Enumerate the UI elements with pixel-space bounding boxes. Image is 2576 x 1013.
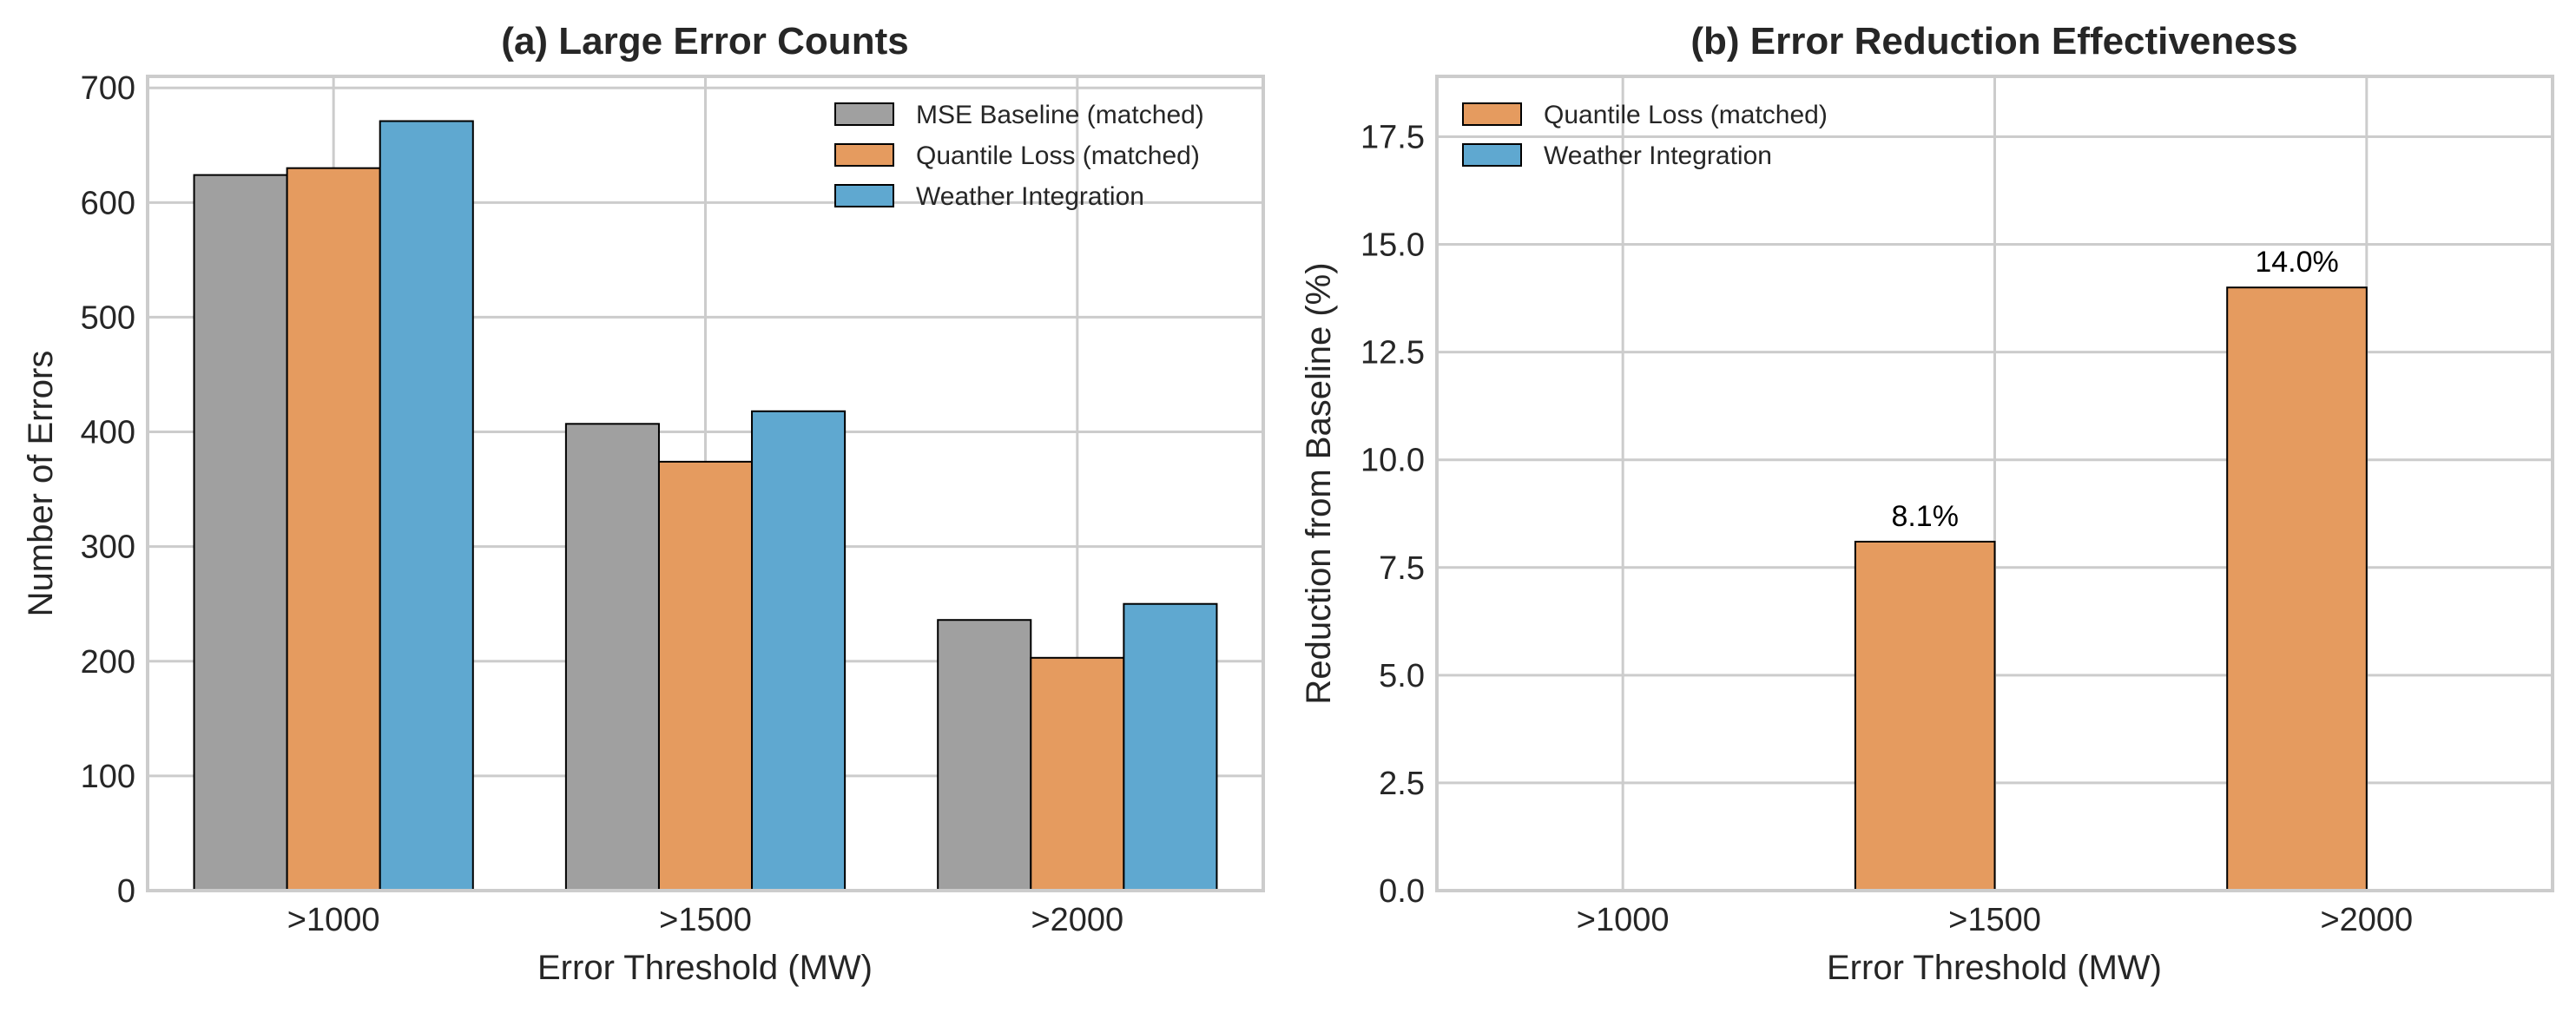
y-tick-label: 500 [81,299,135,336]
panel-b-y-ticks: 0.0 2.5 5.0 7.5 10.0 12.5 15.0 17.5 [1360,119,1425,910]
bar-quantile-loss-matched-1000 [286,167,381,892]
y-tick-label: 400 [81,415,135,451]
bar-mse-baseline-matched-2000 [937,619,1032,892]
bar-weather-integration-1500 [751,410,847,891]
y-tick-label: 7.5 [1379,550,1425,587]
y-tick-label: 12.5 [1360,335,1425,372]
y-tick-label: 200 [81,644,135,681]
x-tick-label: >1000 [1577,902,1670,938]
bar-quantile-loss-matched-1500 [657,460,754,892]
y-tick-label: 700 [81,70,135,107]
bar-quantile-loss-matched-2000 [1030,656,1125,891]
panel-b-x-ticks: >1000 >1500 >2000 [1577,902,2413,938]
legend-swatch-mse-baseline [834,102,894,126]
x-tick-label: >1000 [287,902,380,938]
y-tick-label: 0.0 [1379,873,1425,910]
y-tick-label: 17.5 [1360,119,1425,155]
x-tick-label: >2000 [2320,902,2413,938]
panel-b-error-reduction: 8.1% 14.0% 0.0 2.5 5.0 7.5 10.0 12.5 15.0 17.5 >… [1300,20,2554,987]
y-tick-label: 600 [81,185,135,221]
bar-weather-integration-2000 [1123,602,1218,891]
panel-b-legend: Quantile Loss (matched) Weather Integrat… [1462,101,1828,170]
panel-a-bars [193,120,1218,892]
panel-a-y-ticks: 0 100 200 300 400 500 600 700 [81,70,135,910]
panel-b-plot-frame [1435,75,2554,892]
legend-label-quantile-loss: Quantile Loss (matched) [916,141,1200,170]
panel-b-title: (b) Error Reduction Effectiveness [1690,20,2297,62]
panel-a-y-axis-label: Number of Errors [22,351,60,617]
x-tick-label: >1500 [1948,902,2041,938]
y-tick-label: 2.5 [1379,766,1425,802]
y-tick-label: 15.0 [1360,227,1425,264]
panel-a-plot-frame [146,75,1265,892]
panel-a-title: (a) Large Error Counts [501,20,908,62]
x-tick-label: >2000 [1031,902,1123,938]
legend-label-mse-baseline: MSE Baseline (matched) [916,101,1204,129]
y-tick-label: 10.0 [1360,443,1425,479]
bar-weather-integration-1000 [379,120,474,892]
y-tick-label: 300 [81,530,135,566]
y-tick-label: 5.0 [1379,658,1425,694]
legend-label-weather-integration: Weather Integration [916,182,1144,211]
bar-mse-baseline-matched-1000 [193,174,288,892]
legend-swatch-weather-integration [834,184,894,207]
panel-b-y-axis-label: Reduction from Baseline (%) [1300,262,1338,704]
data-label-quantile-loss-matched-2000: 14.0% [2255,246,2338,279]
panel-a-legend: MSE Baseline (matched) Quantile Loss (ma… [834,101,1204,211]
panel-b-bars: 8.1% 14.0% [1854,246,2368,891]
legend-swatch-weather-integration-b [1462,143,1522,167]
y-tick-label: 0 [117,873,135,910]
legend-swatch-quantile-loss [834,143,894,167]
legend-swatch-quantile-loss-b [1462,102,1522,126]
bar-mse-baseline-matched-1500 [564,423,660,892]
panel-a-x-axis-label: Error Threshold (MW) [537,949,873,987]
panel-a-x-ticks: >1000 >1500 >2000 [287,902,1123,938]
panel-b-x-axis-label: Error Threshold (MW) [1827,949,2162,987]
bar-quantile-loss-matched-2000 [2226,286,2368,891]
data-label-quantile-loss-matched-1500: 8.1% [1891,500,1959,533]
bar-quantile-loss-matched-1500 [1854,541,1996,891]
legend-label-weather-integration-b: Weather Integration [1544,141,1772,170]
legend-label-quantile-loss-b: Quantile Loss (matched) [1544,101,1828,129]
panel-a-large-error-counts: 0 100 200 300 400 500 600 700 >1000 >1500 >2000 (… [22,20,1265,987]
y-tick-label: 100 [81,759,135,795]
x-tick-label: >1500 [659,902,752,938]
